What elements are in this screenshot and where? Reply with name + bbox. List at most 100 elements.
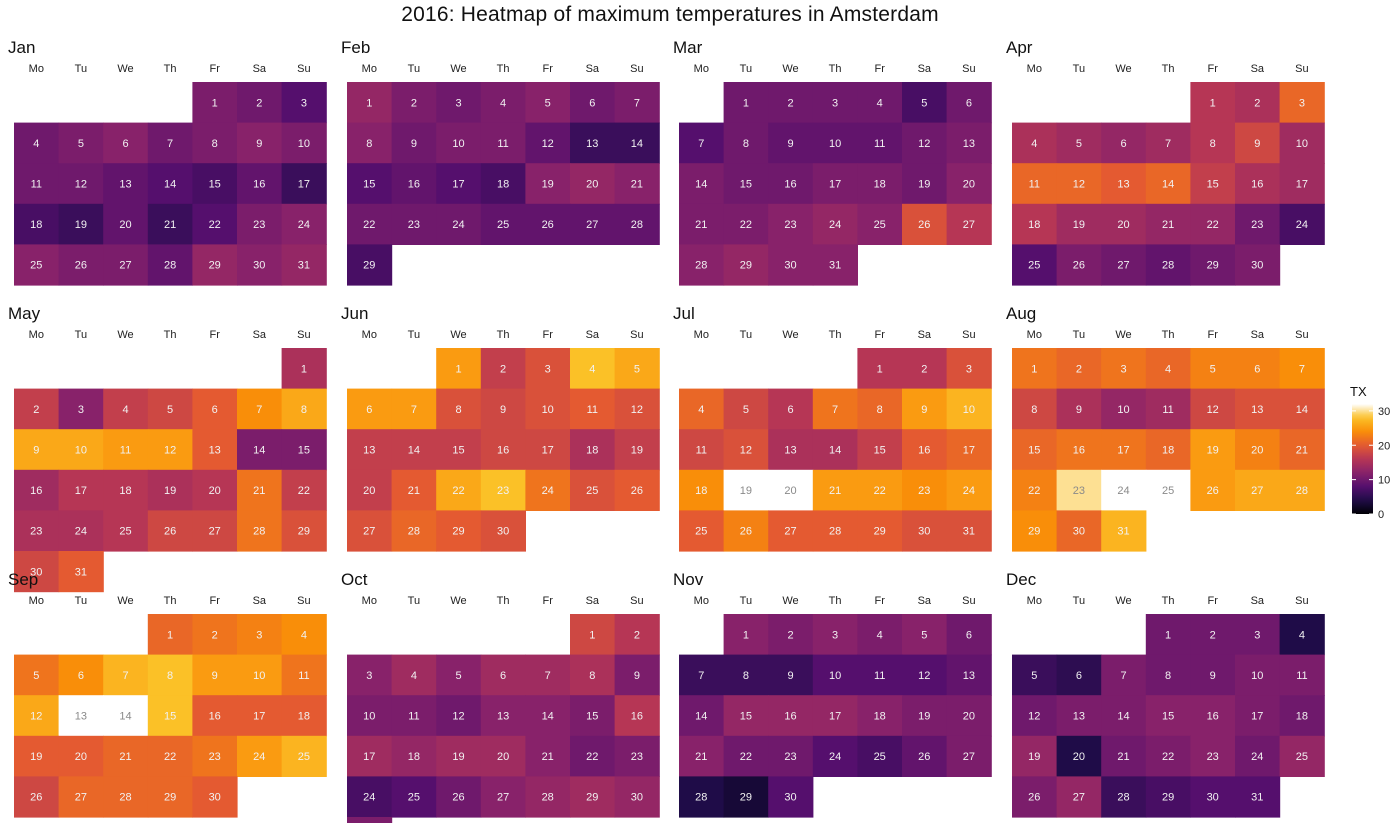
day-cell xyxy=(1279,654,1325,696)
day-number: 17 xyxy=(829,711,841,723)
legend: TX 0 10 20 30 xyxy=(1350,384,1390,521)
day-number: 19 xyxy=(164,485,176,497)
day-number: 23 xyxy=(497,485,509,497)
day-number: 23 xyxy=(209,751,221,763)
day-cell xyxy=(480,429,526,471)
day-cell xyxy=(14,551,60,593)
day-cell xyxy=(1190,82,1236,124)
day-number: 15 xyxy=(1162,711,1174,723)
month-label: Dec xyxy=(1006,570,1037,589)
day-number: 16 xyxy=(253,179,265,191)
day-cell xyxy=(1190,776,1236,818)
day-cell xyxy=(436,122,482,164)
day-number: 4 xyxy=(877,97,883,109)
day-number: 9 xyxy=(1254,138,1260,150)
weekday-label: Sa xyxy=(918,63,932,75)
day-number: 12 xyxy=(1207,404,1219,416)
day-cell xyxy=(1101,776,1147,818)
day-cell xyxy=(902,122,948,164)
day-number: 12 xyxy=(918,670,930,682)
day-number: 25 xyxy=(1028,260,1040,272)
weekday-label: Th xyxy=(497,595,510,607)
day-cell xyxy=(281,163,327,205)
day-cell xyxy=(192,429,238,471)
day-number: 14 xyxy=(695,711,707,723)
day-number: 5 xyxy=(455,670,461,682)
day-number: 17 xyxy=(452,179,464,191)
day-cell xyxy=(812,163,858,205)
day-cell xyxy=(946,429,992,471)
day-cell xyxy=(679,122,725,164)
day-cell xyxy=(857,735,903,777)
day-number: 21 xyxy=(1162,219,1174,231)
day-cell xyxy=(614,203,660,245)
day-cell xyxy=(614,122,660,164)
day-number: 10 xyxy=(963,404,975,416)
day-number: 22 xyxy=(586,751,598,763)
day-cell xyxy=(570,82,616,124)
day-number: 14 xyxy=(542,711,554,723)
day-cell xyxy=(1101,429,1147,471)
day-cell xyxy=(570,654,616,696)
day-number: 13 xyxy=(209,445,221,457)
day-number: 25 xyxy=(586,485,598,497)
day-cell xyxy=(1279,122,1325,164)
day-cell xyxy=(192,82,238,124)
day-number: 16 xyxy=(408,179,420,191)
day-cell xyxy=(147,654,193,696)
day-cell xyxy=(902,695,948,737)
day-cell xyxy=(525,429,571,471)
day-number: 11 xyxy=(1029,179,1040,191)
day-cell xyxy=(347,388,393,430)
day-cell xyxy=(237,244,283,286)
day-number: 5 xyxy=(545,97,551,109)
day-number: 4 xyxy=(1299,629,1305,641)
day-cell xyxy=(14,735,60,777)
day-cell xyxy=(391,82,437,124)
day-cell xyxy=(1190,203,1236,245)
day-cell xyxy=(768,614,814,656)
day-number: 15 xyxy=(1028,445,1040,457)
day-cell xyxy=(857,203,903,245)
day-cell xyxy=(1279,82,1325,124)
day-cell xyxy=(723,82,769,124)
day-number: 14 xyxy=(829,445,841,457)
day-cell xyxy=(1012,203,1058,245)
weekday-label: Sa xyxy=(918,595,932,607)
day-cell xyxy=(237,388,283,430)
day-cell xyxy=(14,122,60,164)
day-cell xyxy=(14,163,60,205)
day-number: 17 xyxy=(1296,179,1308,191)
weekday-label: Mo xyxy=(362,63,377,75)
day-number: 5 xyxy=(634,363,640,375)
day-cell xyxy=(1056,510,1102,552)
day-number: 6 xyxy=(1254,363,1260,375)
day-number: 30 xyxy=(784,260,796,272)
day-cell xyxy=(1190,163,1236,205)
weekday-label: Fr xyxy=(875,329,886,341)
day-cell xyxy=(902,388,948,430)
day-cell xyxy=(1012,429,1058,471)
day-cell xyxy=(58,695,104,737)
day-cell xyxy=(946,614,992,656)
day-number: 24 xyxy=(963,485,975,497)
day-cell xyxy=(147,695,193,737)
day-number: 16 xyxy=(784,179,796,191)
day-cell xyxy=(436,695,482,737)
day-number: 29 xyxy=(1162,792,1174,804)
day-cell xyxy=(723,614,769,656)
day-number: 27 xyxy=(363,526,375,538)
month-label: Feb xyxy=(341,38,370,57)
day-number: 27 xyxy=(784,526,796,538)
day-number: 3 xyxy=(1299,97,1305,109)
day-number: 15 xyxy=(740,179,752,191)
day-number: 28 xyxy=(1117,792,1129,804)
weekday-label: Su xyxy=(962,595,975,607)
day-number: 8 xyxy=(1210,138,1216,150)
day-cell xyxy=(723,388,769,430)
day-number: 6 xyxy=(366,404,372,416)
day-cell xyxy=(58,654,104,696)
day-number: 9 xyxy=(634,670,640,682)
day-cell xyxy=(237,469,283,511)
